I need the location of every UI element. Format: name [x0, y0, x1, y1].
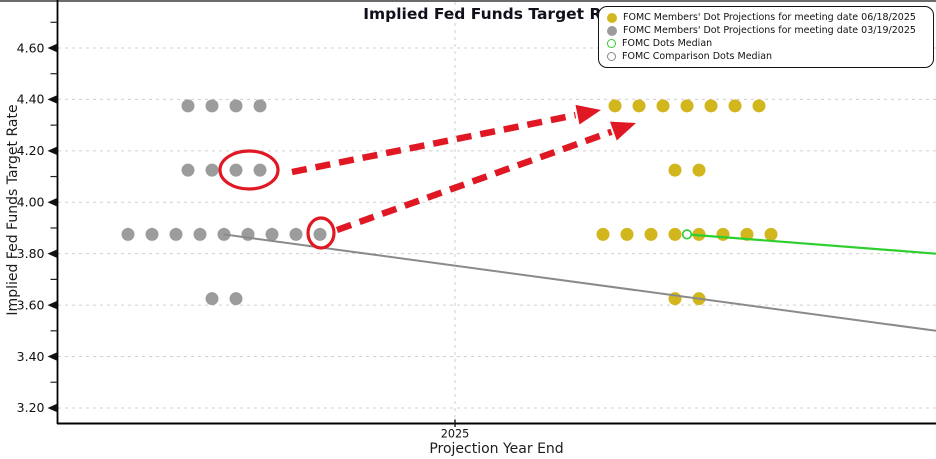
dot-projection — [740, 227, 754, 241]
dot-projection — [752, 99, 766, 113]
y-tick-label: 4.00 — [17, 195, 45, 210]
highlight-circle — [306, 216, 336, 250]
highlight-circle — [218, 149, 280, 191]
dot-projection — [181, 163, 195, 177]
x-axis-title: Projection Year End — [429, 441, 564, 457]
dot-projection — [253, 99, 267, 113]
dot-projection — [205, 99, 219, 113]
y-axis-title: Implied Fed Funds Target Rate — [5, 104, 21, 316]
dot-projection — [265, 227, 279, 241]
dot-projection — [181, 99, 195, 113]
legend-item: FOMC Members' Dot Projections for meetin… — [607, 12, 925, 23]
legend-item-label: FOMC Members' Dot Projections for meetin… — [623, 25, 916, 36]
dot-projection — [145, 227, 159, 241]
y-tick-label: 4.20 — [17, 143, 45, 158]
dot-projection — [608, 99, 622, 113]
dot-projection — [644, 227, 658, 241]
legend-item-label: FOMC Members' Dot Projections for meetin… — [623, 12, 916, 23]
y-tick-label: 3.60 — [17, 297, 45, 312]
dot-projection — [289, 227, 303, 241]
dot-projection — [692, 163, 706, 177]
legend-item-label: FOMC Comparison Dots Median — [622, 51, 773, 62]
chart-title: Implied Fed Funds Target Rate — [363, 5, 630, 23]
y-major-tick — [47, 146, 57, 156]
dot-projection — [169, 227, 183, 241]
comparison-median-line — [223, 233, 936, 332]
dot-projection — [205, 292, 219, 306]
dot-projection — [121, 227, 135, 241]
y-major-tick — [47, 403, 57, 413]
open-dot-icon — [607, 52, 616, 61]
y-major-tick — [47, 352, 57, 361]
annotation-arrow-shaft — [335, 128, 613, 234]
annotation-arrow-shaft — [291, 111, 577, 176]
dot-projection — [205, 163, 219, 177]
dot-projection — [764, 227, 778, 241]
dot-projection — [313, 227, 327, 241]
filled-dot-icon — [607, 12, 617, 23]
legend-item: FOMC Members' Dot Projections for meetin… — [607, 25, 925, 36]
dot-projection — [704, 99, 718, 113]
y-major-tick — [47, 43, 57, 53]
dot-projection — [229, 163, 243, 177]
dot-projection — [193, 227, 207, 241]
y-tick-label: 3.20 — [17, 400, 45, 415]
dot-projection — [680, 99, 694, 113]
dot-projection — [253, 163, 267, 177]
y-major-tick — [47, 198, 57, 207]
median-line — [686, 233, 936, 255]
y-tick-label: 3.40 — [17, 349, 45, 364]
filled-dot-icon — [607, 25, 617, 36]
dot-projection — [668, 227, 682, 241]
dot-projection — [620, 227, 634, 241]
y-major-tick — [47, 249, 57, 258]
legend-item: FOMC Comparison Dots Median — [607, 51, 925, 62]
open-dot-icon — [607, 39, 616, 48]
dot-projection — [656, 99, 670, 113]
dot-projection — [716, 227, 730, 241]
dot-projection — [632, 99, 646, 113]
y-major-tick — [47, 300, 57, 310]
y-tick-label: 4.60 — [17, 40, 45, 55]
y-major-tick — [47, 95, 57, 104]
annotation-arrowhead-icon — [610, 121, 636, 141]
legend: FOMC Members' Dot Projections for meetin… — [598, 6, 934, 68]
dot-projection — [229, 99, 243, 113]
y-tick-label: 3.80 — [17, 246, 45, 261]
x-tick-label: 2025 — [441, 428, 469, 441]
dot-projection — [229, 292, 243, 306]
dot-projection — [596, 227, 610, 241]
annotation-arrowhead-icon — [575, 104, 601, 125]
y-tick-label: 4.40 — [17, 92, 45, 107]
legend-item-label: FOMC Dots Median — [622, 38, 713, 49]
median-marker — [681, 229, 693, 240]
dot-projection — [668, 163, 682, 177]
legend-item: FOMC Dots Median — [607, 38, 925, 49]
dot-projection — [728, 99, 742, 113]
